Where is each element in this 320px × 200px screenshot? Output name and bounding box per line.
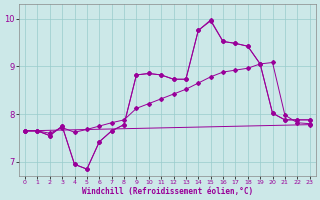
X-axis label: Windchill (Refroidissement éolien,°C): Windchill (Refroidissement éolien,°C): [82, 187, 253, 196]
